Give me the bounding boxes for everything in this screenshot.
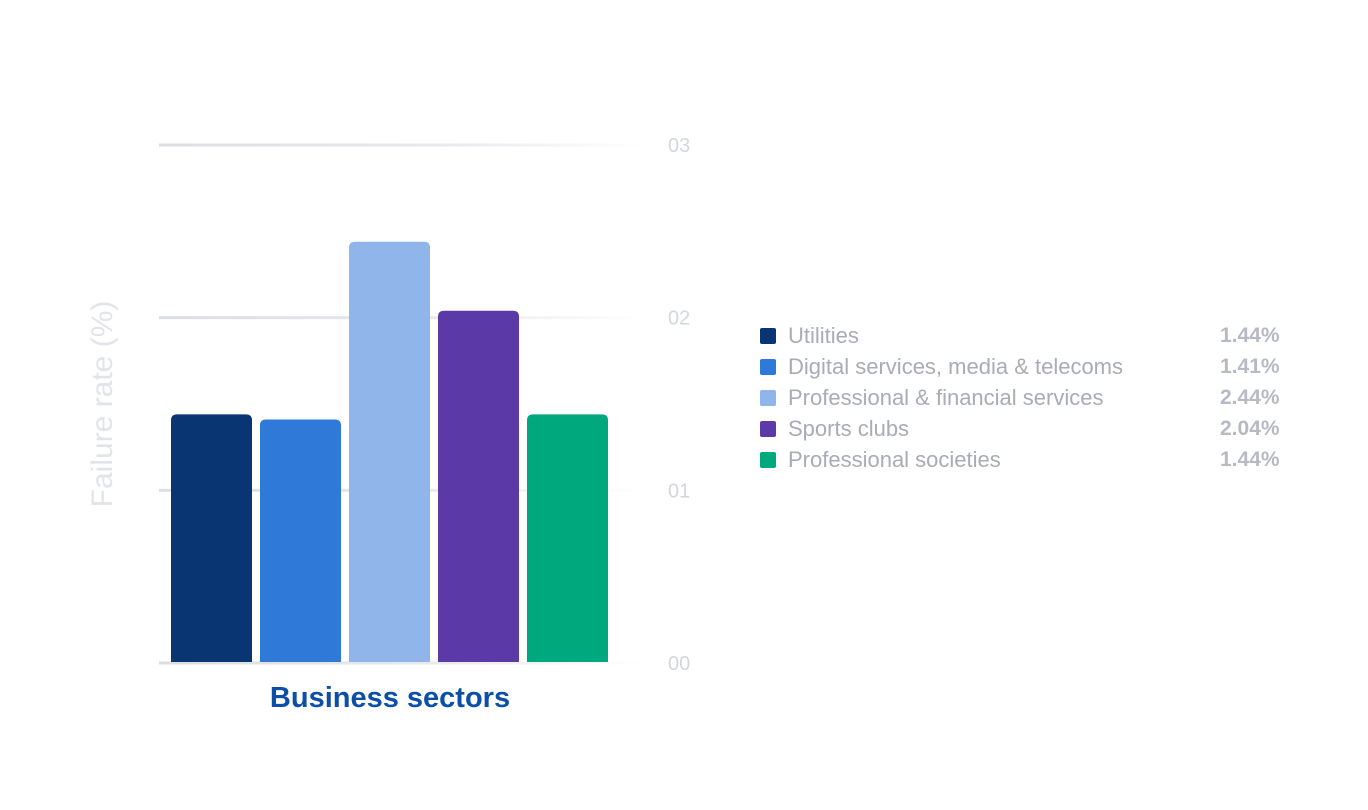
legend-value: 2.44%: [1220, 385, 1280, 409]
grid-line: [159, 661, 645, 665]
legend-value: 2.04%: [1220, 416, 1280, 440]
y-tick-label: 01: [668, 480, 690, 502]
grid-line: [159, 143, 645, 147]
y-axis-label: Failure rate (%): [86, 301, 119, 508]
legend-swatch: [760, 451, 776, 468]
legend-label: Professional societies: [788, 446, 1001, 472]
legend-item-professional-financial: Professional & financial services 2.44%: [760, 382, 1300, 413]
bar-professional-societies: [527, 414, 608, 662]
legend-value: 1.44%: [1220, 447, 1280, 471]
legend-value: 1.44%: [1220, 323, 1280, 347]
legend-item-utilities: Utilities 1.44%: [760, 320, 1300, 351]
legend-item-professional-societies: Professional societies 1.44%: [760, 444, 1300, 475]
legend-item-digital-services: Digital services, media & telecoms 1.41%: [760, 351, 1300, 382]
legend-value: 1.41%: [1220, 354, 1280, 378]
y-axis-ticks: 00 01 02 03: [668, 135, 690, 675]
legend-swatch: [760, 358, 776, 375]
legend-label: Professional & financial services: [788, 384, 1104, 410]
legend-label: Digital services, media & telecoms: [788, 353, 1124, 379]
legend-swatch: [760, 389, 776, 406]
bar-professional-financial-services: [349, 241, 430, 662]
legend-label: Utilities: [788, 322, 859, 348]
legend-swatch: [760, 420, 776, 437]
bars: [171, 241, 608, 662]
x-axis-label: Business sectors: [270, 682, 510, 714]
bar-digital-services-media-telecoms: [260, 419, 341, 662]
legend-item-sports-clubs: Sports clubs 2.04%: [760, 413, 1300, 444]
y-tick-label: 02: [668, 308, 690, 330]
bar-utilities: [171, 414, 252, 662]
y-tick-label: 00: [668, 653, 690, 675]
y-tick-label: 03: [668, 135, 690, 157]
legend-label: Sports clubs: [788, 415, 910, 441]
legend: Utilities 1.44% Digital services, media …: [760, 320, 1300, 475]
bar-sports-clubs: [438, 310, 519, 662]
legend-swatch: [760, 327, 776, 344]
